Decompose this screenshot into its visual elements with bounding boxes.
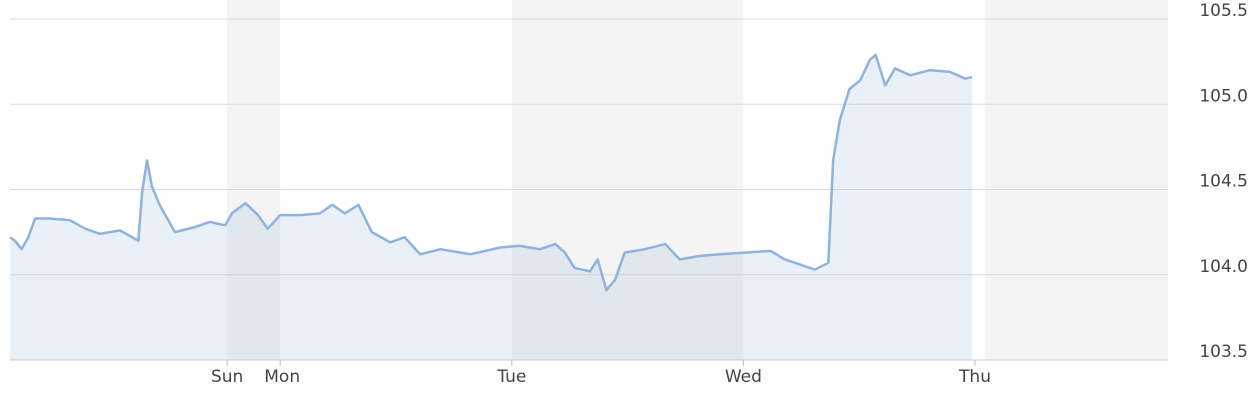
y-tick-label: 104.5 (1199, 172, 1248, 192)
x-tick-label: Sun (211, 367, 243, 387)
line (9, 53, 973, 292)
shaded-band (511, 0, 744, 360)
y-tick-label: 105.0 (1199, 86, 1248, 106)
shaded-band (984, 0, 1168, 360)
y-tick-label: 103.5 (1199, 342, 1248, 362)
x-tick-label: Wed (725, 367, 762, 387)
x-tick-label: Tue (496, 367, 526, 387)
y-tick-label: 104.0 (1199, 257, 1248, 277)
x-tick-label: Mon (264, 367, 300, 387)
x-tick-label: Thu (958, 367, 991, 387)
y-tick-label: 105.5 (1199, 1, 1248, 21)
shaded-band (227, 0, 281, 360)
area (10, 54, 973, 361)
